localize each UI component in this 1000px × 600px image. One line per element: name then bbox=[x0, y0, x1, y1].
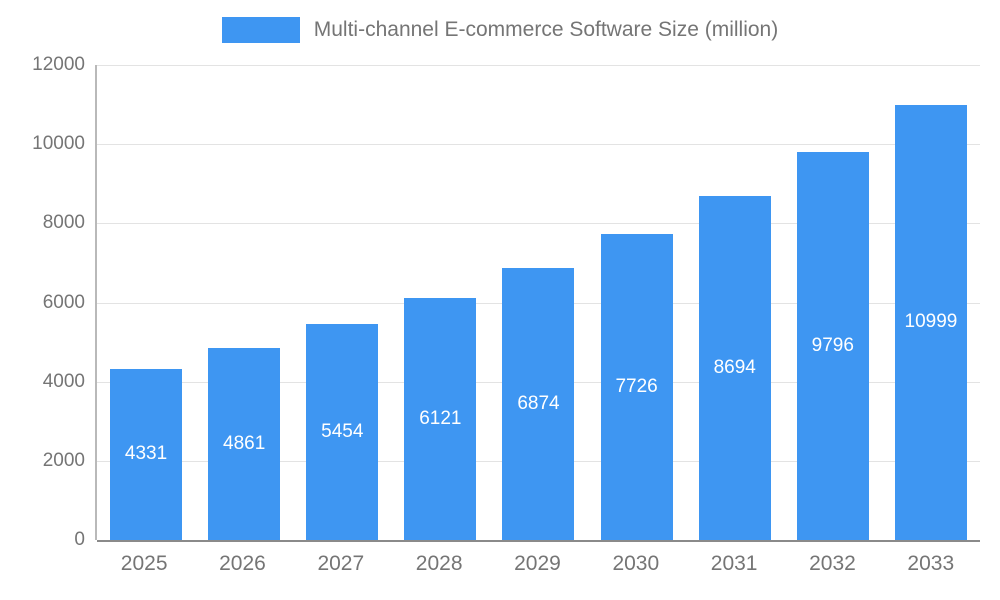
y-tick-label: 2000 bbox=[42, 449, 85, 471]
bar-value-label: 4861 bbox=[223, 432, 266, 454]
bar-value-label: 8694 bbox=[713, 356, 756, 378]
bar-value-label: 6874 bbox=[517, 392, 560, 414]
legend-label: Multi-channel E-commerce Software Size (… bbox=[313, 18, 779, 41]
bar-slot: 8694 bbox=[686, 65, 784, 540]
bar: 8694 bbox=[698, 195, 771, 540]
plot-area: 4331 4861 5454 6121 6874 7726 8694 9796 10999 bbox=[95, 65, 980, 542]
x-axis-line bbox=[97, 540, 980, 542]
bar: 4861 bbox=[208, 347, 281, 540]
legend-swatch bbox=[221, 17, 300, 43]
y-tick-label: 6000 bbox=[42, 291, 85, 313]
x-tick-label: 2029 bbox=[514, 552, 561, 575]
x-tick-label: 2026 bbox=[219, 552, 266, 575]
chart-legend: Multi-channel E-commerce Software Size (… bbox=[0, 17, 1000, 43]
bar: 4331 bbox=[110, 368, 183, 540]
x-tick-label: 2027 bbox=[317, 552, 365, 575]
y-tick-label: 12000 bbox=[32, 54, 85, 75]
x-axis-labels: 2025 2026 2027 2028 2029 2030 2031 2032 2033 bbox=[95, 552, 980, 576]
y-tick-label: 10000 bbox=[32, 133, 85, 155]
bar-slot: 10999 bbox=[882, 65, 980, 540]
bar-value-label: 5454 bbox=[321, 421, 364, 443]
x-tick-label: 2033 bbox=[907, 552, 955, 575]
bar-value-label: 10999 bbox=[904, 311, 958, 333]
bar-value-label: 4331 bbox=[124, 443, 168, 465]
x-tick-label: 2032 bbox=[809, 552, 856, 575]
bars-container: 4331 4861 5454 6121 6874 7726 8694 9796 10999 bbox=[97, 65, 980, 540]
bar-slot: 6874 bbox=[489, 65, 587, 540]
bar-value-label: 7726 bbox=[615, 376, 658, 398]
x-tick-label: 2028 bbox=[415, 552, 463, 575]
gridline bbox=[97, 65, 980, 66]
bar-slot: 4331 bbox=[97, 65, 195, 540]
gridline bbox=[97, 223, 980, 225]
bar-slot: 7726 bbox=[588, 65, 686, 540]
bar-slot: 6121 bbox=[391, 65, 489, 540]
x-tick-label: 2025 bbox=[120, 552, 168, 575]
bar: 5454 bbox=[306, 324, 379, 540]
bar-value-label: 6121 bbox=[419, 407, 462, 429]
bar: 10999 bbox=[894, 104, 967, 540]
bar: 9796 bbox=[796, 152, 869, 540]
bar-value-label: 9796 bbox=[811, 335, 854, 357]
gridline bbox=[97, 144, 980, 146]
bar-slot: 5454 bbox=[293, 65, 391, 540]
bar-slot: 9796 bbox=[784, 65, 882, 540]
bar: 7726 bbox=[600, 234, 673, 540]
x-tick-label: 2030 bbox=[612, 552, 660, 575]
bar-slot: 4861 bbox=[195, 65, 293, 540]
y-tick-label: 8000 bbox=[42, 212, 85, 234]
bar: 6121 bbox=[404, 297, 477, 540]
x-tick-label: 2031 bbox=[710, 552, 758, 575]
y-tick-label: 4000 bbox=[42, 370, 85, 392]
bar: 6874 bbox=[502, 267, 575, 540]
y-tick-label: 0 bbox=[74, 529, 85, 550]
